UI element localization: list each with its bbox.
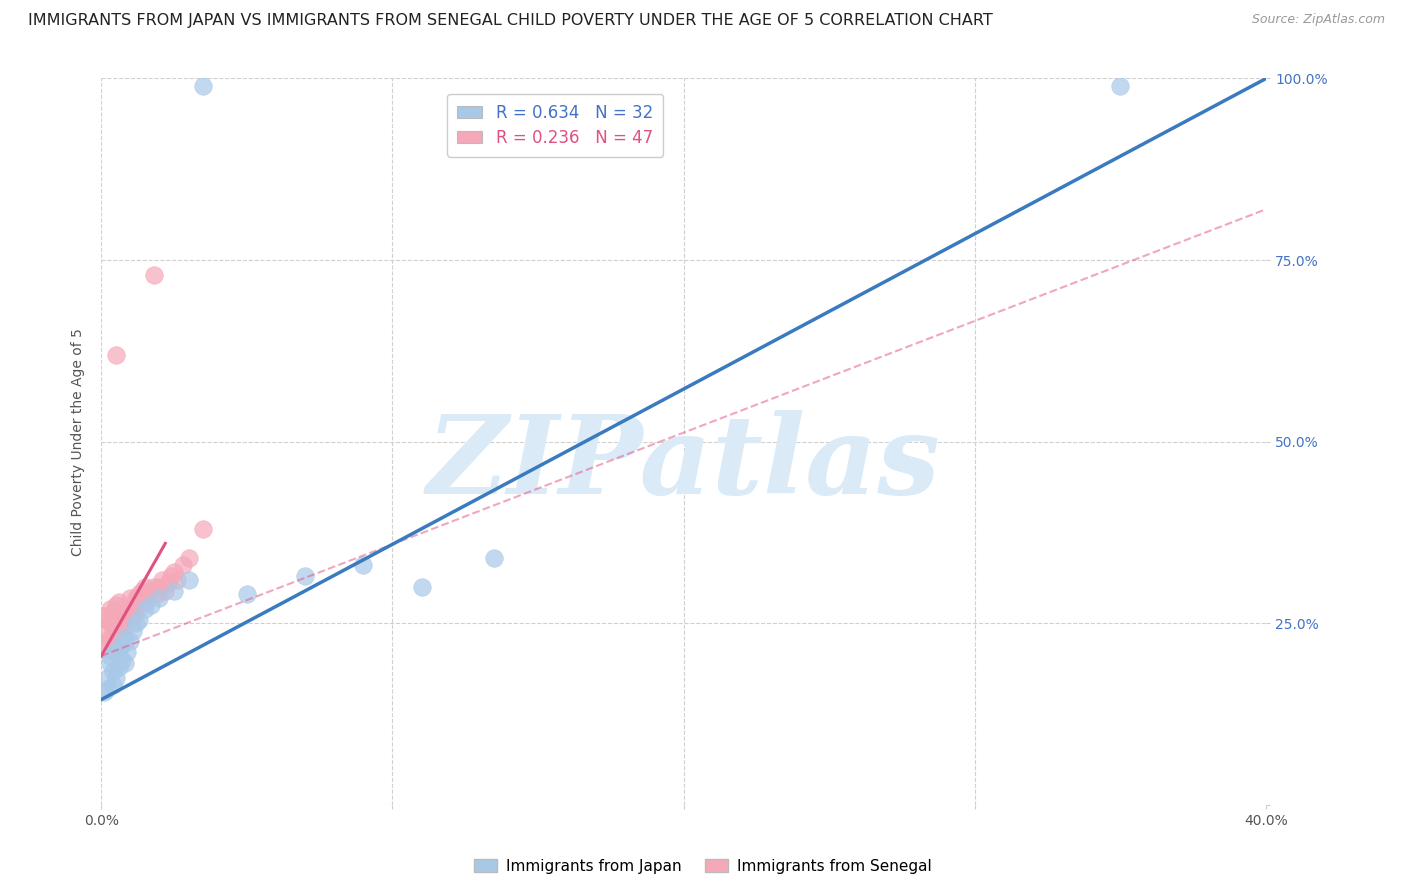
Point [236, 587, 259, 601]
Point [101, 678, 124, 692]
Point [139, 598, 162, 612]
Point [352, 558, 374, 573]
Point [107, 609, 129, 624]
Point [93, 685, 115, 699]
Point [191, 522, 214, 536]
Point [160, 569, 183, 583]
Point [120, 591, 142, 605]
Point [125, 616, 148, 631]
Point [125, 591, 148, 605]
Point [128, 587, 150, 601]
Point [136, 591, 159, 605]
Point [128, 613, 150, 627]
Point [104, 598, 127, 612]
Point [134, 601, 156, 615]
Point [163, 566, 186, 580]
Point [98, 616, 121, 631]
Legend: Immigrants from Japan, Immigrants from Senegal: Immigrants from Japan, Immigrants from S… [468, 853, 938, 880]
Point [104, 627, 127, 641]
Point [98, 631, 121, 645]
Text: IMMIGRANTS FROM JAPAN VS IMMIGRANTS FROM SENEGAL CHILD POVERTY UNDER THE AGE OF : IMMIGRANTS FROM JAPAN VS IMMIGRANTS FROM… [28, 13, 993, 29]
Point [110, 613, 132, 627]
Point [122, 609, 145, 624]
Point [148, 591, 170, 605]
Point [110, 601, 132, 615]
Point [107, 660, 129, 674]
Point [1109, 78, 1132, 93]
Point [134, 580, 156, 594]
Point [131, 583, 153, 598]
Point [98, 657, 121, 671]
Point [166, 573, 188, 587]
Point [131, 594, 153, 608]
Point [148, 580, 170, 594]
Point [145, 587, 167, 601]
Point [163, 583, 186, 598]
Point [177, 573, 200, 587]
Point [93, 609, 115, 624]
Point [98, 648, 121, 663]
Point [114, 620, 136, 634]
Point [110, 638, 132, 652]
Point [96, 613, 118, 627]
Point [294, 569, 316, 583]
Point [157, 576, 180, 591]
Point [117, 613, 139, 627]
Point [114, 657, 136, 671]
Point [114, 631, 136, 645]
Point [104, 347, 127, 361]
Point [142, 268, 165, 282]
Point [104, 645, 127, 659]
Point [117, 645, 139, 659]
Point [155, 583, 177, 598]
Point [104, 671, 127, 685]
Point [96, 634, 118, 648]
Point [107, 620, 129, 634]
Y-axis label: Child Poverty Under the Age of 5: Child Poverty Under the Age of 5 [72, 327, 86, 556]
Point [122, 598, 145, 612]
Point [120, 601, 142, 615]
Point [96, 671, 118, 685]
Point [142, 580, 165, 594]
Point [134, 594, 156, 608]
Point [101, 664, 124, 678]
Text: Source: ZipAtlas.com: Source: ZipAtlas.com [1251, 13, 1385, 27]
Point [107, 594, 129, 608]
Point [110, 652, 132, 666]
Point [98, 601, 121, 615]
Text: ZIPatlas: ZIPatlas [426, 409, 941, 517]
Point [93, 624, 115, 638]
Point [107, 641, 129, 656]
Point [101, 620, 124, 634]
Point [120, 634, 142, 648]
Point [172, 558, 194, 573]
Point [122, 624, 145, 638]
Point [125, 601, 148, 615]
Legend: R = 0.634   N = 32, R = 0.236   N = 47: R = 0.634 N = 32, R = 0.236 N = 47 [447, 94, 664, 157]
Point [139, 583, 162, 598]
Point [91, 641, 114, 656]
Point [96, 681, 118, 696]
Point [177, 550, 200, 565]
Point [114, 606, 136, 620]
Point [191, 78, 214, 93]
Point [411, 580, 433, 594]
Point [101, 606, 124, 620]
Point [150, 573, 173, 587]
Point [484, 550, 506, 565]
